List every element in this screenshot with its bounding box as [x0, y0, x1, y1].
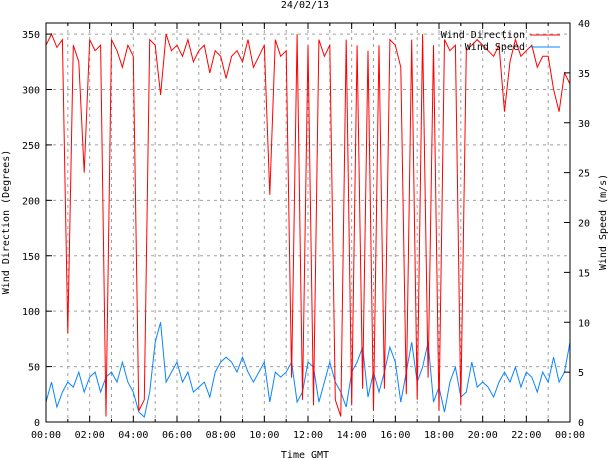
x-tick-label: 08:00 — [206, 430, 236, 441]
y2-tick-label: 40 — [578, 19, 590, 30]
x-tick-label: 06:00 — [162, 430, 192, 441]
legend-label-speed: Wind Speed — [465, 42, 525, 53]
x-tick-label: 12:00 — [293, 430, 323, 441]
x-tick-label: 14:00 — [337, 430, 367, 441]
legend: Wind Direction Wind Speed — [441, 30, 560, 53]
x-tick-label: 22:00 — [511, 430, 541, 441]
y-tick-label: 200 — [22, 196, 40, 207]
grid — [46, 23, 570, 422]
wind-speed-line — [45, 322, 571, 418]
x-tick-label: 16:00 — [380, 430, 410, 441]
chart-title: 24/02/13 — [281, 0, 329, 11]
y2-tick-label: 15 — [578, 268, 590, 279]
x-tick-label: 10:00 — [249, 430, 279, 441]
y2-axis-label: Wind Speed (m/s) — [598, 174, 609, 270]
x-tick-label: 00:00 — [555, 430, 585, 441]
y2-tick-label: 0 — [578, 418, 584, 429]
x-tick-label: 02:00 — [75, 430, 105, 441]
y-tick-label: 350 — [22, 30, 40, 41]
y-tick-label: 250 — [22, 141, 40, 152]
y-tick-label: 0 — [34, 418, 40, 429]
series-lines — [45, 32, 571, 418]
y-tick-label: 100 — [22, 307, 40, 318]
x-tick-label: 00:00 — [31, 430, 61, 441]
wind-direction-line — [45, 32, 571, 417]
y2-tick-label: 5 — [578, 368, 584, 379]
y2-tick-label: 20 — [578, 219, 590, 230]
y-tick-label: 300 — [22, 86, 40, 97]
legend-label-direction: Wind Direction — [441, 30, 525, 41]
x-axis-label: Time GMT — [281, 450, 329, 459]
x-tick-label: 20:00 — [468, 430, 498, 441]
y2-tick-label: 10 — [578, 318, 590, 329]
axes: 00:00 02:00 04:00 06:00 08:00 10:00 12:00 14:00… — [22, 19, 590, 441]
y-tick-label: 150 — [22, 252, 40, 263]
y-axis-label: Wind Direction (Degrees) — [1, 150, 12, 295]
y2-tick-label: 30 — [578, 119, 590, 130]
x-tick-label: 04:00 — [118, 430, 148, 441]
y2-tick-label: 35 — [578, 69, 590, 80]
x-tick-label: 18:00 — [424, 430, 454, 441]
y-tick-label: 50 — [28, 363, 40, 374]
y2-tick-label: 25 — [578, 169, 590, 180]
